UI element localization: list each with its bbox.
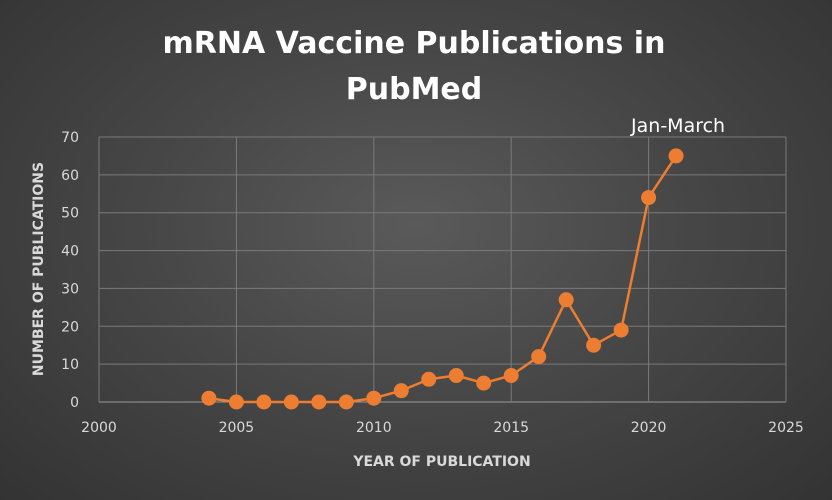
x-axis-label: YEAR OF PUBLICATION bbox=[352, 454, 530, 470]
x-tick-label: 2005 bbox=[219, 420, 255, 436]
data-point bbox=[421, 371, 437, 387]
data-point bbox=[558, 292, 574, 308]
x-tick-label: 2020 bbox=[631, 420, 667, 436]
gridlines bbox=[98, 136, 787, 403]
data-point bbox=[641, 190, 657, 206]
data-point bbox=[668, 148, 684, 164]
x-tick-label: 2000 bbox=[81, 420, 117, 436]
y-axis-label: NUMBER OF PUBLICATIONS bbox=[31, 162, 47, 376]
data-point bbox=[531, 349, 547, 365]
y-tick-label: 50 bbox=[61, 206, 79, 222]
data-point bbox=[503, 368, 519, 383]
series-group bbox=[201, 148, 684, 410]
data-point bbox=[448, 368, 464, 383]
annotations: Jan-March bbox=[630, 115, 725, 137]
data-point bbox=[476, 375, 492, 391]
series-line bbox=[208, 155, 678, 404]
y-tick-labels: 0 10 20 30 40 50 60 70 bbox=[61, 130, 79, 411]
data-point bbox=[283, 394, 299, 410]
chart-title-line-2: PubMed bbox=[346, 72, 483, 107]
data-point bbox=[338, 394, 354, 410]
data-point bbox=[228, 394, 244, 410]
data-point bbox=[201, 390, 217, 406]
chart-title-line-1: mRNA Vaccine Publications in bbox=[163, 26, 666, 61]
data-point bbox=[613, 322, 629, 338]
y-tick-label: 10 bbox=[61, 357, 79, 373]
x-tick-label: 2025 bbox=[768, 420, 804, 436]
data-point bbox=[586, 337, 602, 353]
data-point bbox=[393, 383, 409, 399]
y-tick-label: 40 bbox=[61, 244, 79, 260]
data-point bbox=[256, 394, 272, 410]
y-tick-label: 20 bbox=[61, 319, 79, 335]
x-tick-labels: 2000 2005 2010 2015 2020 2025 bbox=[81, 420, 804, 436]
annotation-label: Jan-March bbox=[630, 115, 725, 137]
y-tick-label: 70 bbox=[61, 130, 79, 146]
y-tick-label: 30 bbox=[61, 281, 79, 297]
data-point bbox=[311, 394, 327, 410]
y-tick-label: 0 bbox=[70, 395, 79, 411]
x-tick-label: 2015 bbox=[493, 420, 529, 436]
data-point bbox=[366, 390, 382, 406]
y-tick-label: 60 bbox=[61, 168, 79, 184]
x-tick-label: 2010 bbox=[356, 420, 392, 436]
